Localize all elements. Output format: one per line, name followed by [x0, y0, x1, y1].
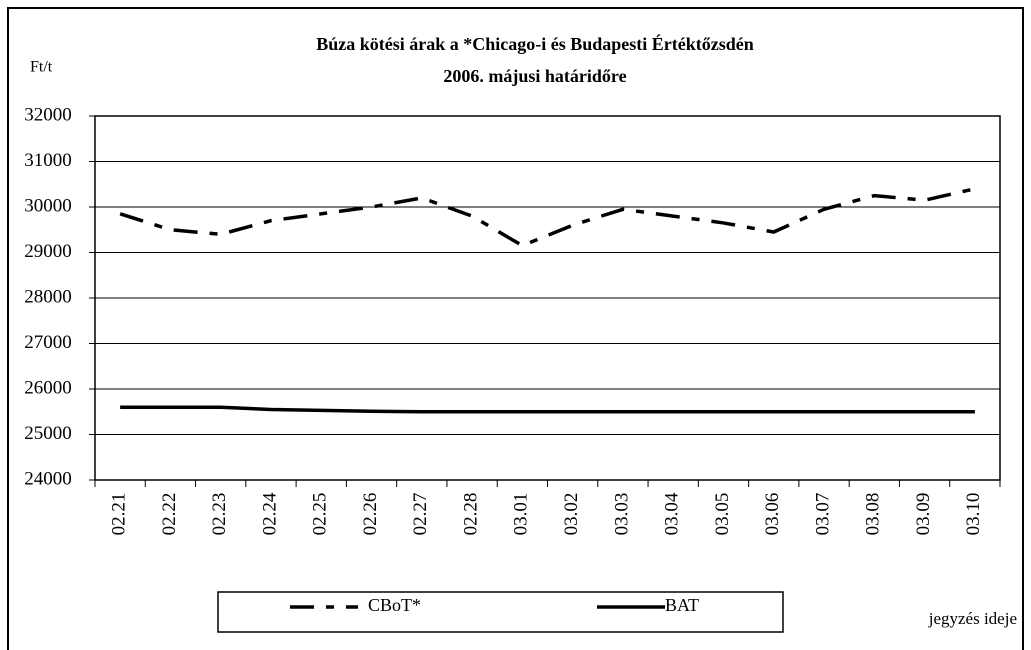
x-tick-label: 03.10 — [963, 493, 984, 536]
x-tick-label: 03.02 — [561, 493, 582, 536]
x-tick-label: 02.22 — [159, 493, 180, 536]
y-tick-label: 32000 — [24, 104, 72, 125]
legend-box — [217, 591, 784, 633]
x-tick-label: 03.09 — [913, 493, 934, 536]
x-tick-label: 02.28 — [460, 493, 481, 536]
y-axis-label: Ft/t — [30, 59, 53, 76]
x-tick-label: 03.04 — [662, 492, 683, 535]
x-tick-label: 02.26 — [360, 493, 381, 536]
y-tick-label: 28000 — [24, 286, 72, 307]
line-series — [120, 405, 975, 414]
x-tick-label: 03.08 — [863, 493, 884, 536]
x-tick-label: 02.21 — [108, 493, 129, 536]
y-tick-label: 29000 — [24, 241, 72, 262]
y-tick-label: 31000 — [24, 150, 72, 171]
x-tick-label: 02.24 — [259, 492, 280, 535]
x-tick-label: 03.03 — [611, 493, 632, 536]
x-tick-label: 03.07 — [812, 493, 833, 536]
x-tick-label: 03.06 — [762, 493, 783, 536]
legend-label: BAT — [665, 595, 699, 615]
x-tick-label: 02.23 — [209, 493, 230, 536]
y-tick-label: 25000 — [24, 423, 72, 444]
x-axis-label: jegyzés ideje — [928, 609, 1017, 628]
x-tick-label: 03.05 — [712, 493, 733, 536]
y-tick-label: 27000 — [24, 332, 72, 353]
chart-title: Búza kötési árak a *Chicago-i és Budapes… — [316, 33, 754, 54]
x-tick-label: 02.27 — [410, 493, 431, 536]
line-series — [119, 187, 976, 248]
y-tick-label: 30000 — [24, 195, 72, 216]
chart-title: 2006. májusi határidőre — [443, 66, 626, 86]
y-tick-label: 26000 — [24, 377, 72, 398]
y-tick-label: 24000 — [24, 468, 72, 489]
frame — [7, 7, 1024, 650]
x-tick-label: 03.01 — [511, 493, 532, 536]
legend-label: CBoT* — [368, 595, 421, 615]
x-tick-label: 02.25 — [310, 493, 331, 536]
